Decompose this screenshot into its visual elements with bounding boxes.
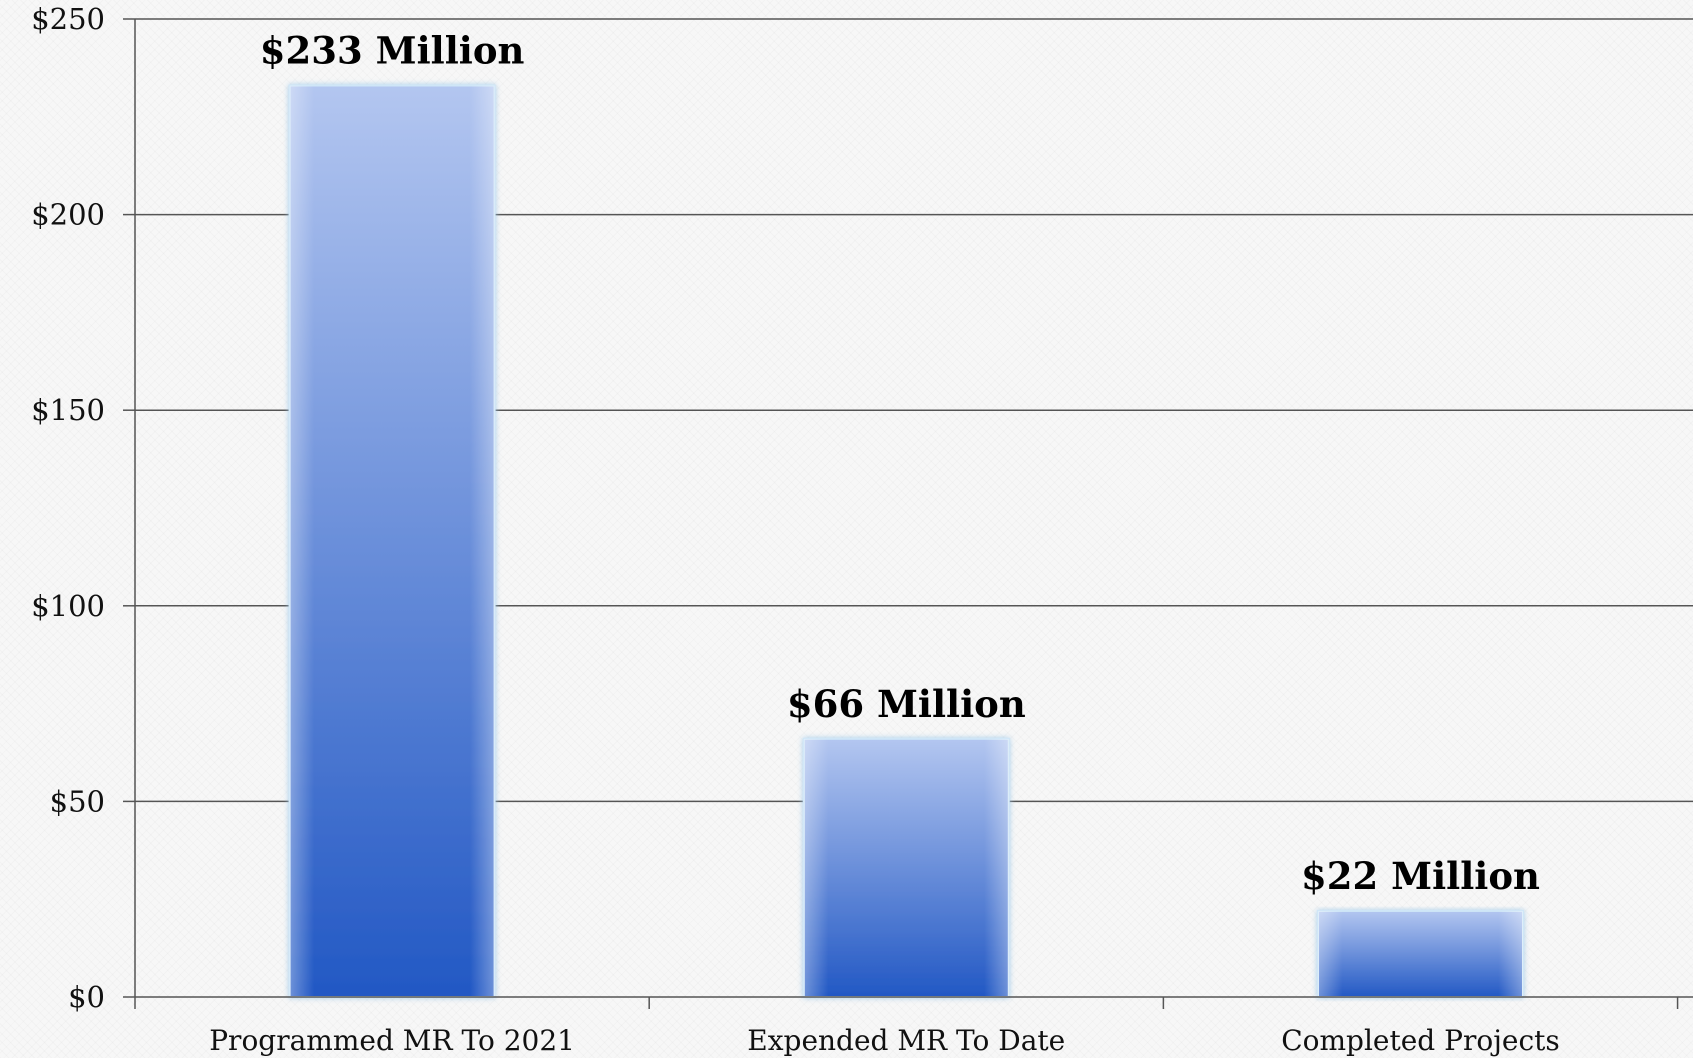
bar-highlight: [1317, 910, 1523, 997]
bars: [288, 84, 1524, 998]
x-tick-label: Completed Projects: [1281, 1024, 1560, 1057]
x-tick-label: Programmed MR To 2021: [209, 1024, 575, 1057]
bar-value-label: $233 Million: [260, 29, 525, 73]
y-axis-ticks: $0 $50 $100 $150 $200 $250: [31, 2, 135, 1014]
bar-value-label: $22 Million: [1301, 854, 1540, 898]
bar-highlight: [803, 738, 1009, 997]
y-tick-label: $50: [50, 784, 105, 818]
bar-value-label: $66 Million: [787, 682, 1026, 726]
x-axis-ticks: Programmed MR To 2021 Expended MR To Date…: [134, 997, 1679, 1057]
bar-highlight: [289, 85, 495, 997]
data-labels: $233 Million $66 Million $22 Million: [260, 29, 1540, 898]
y-tick-label: $200: [31, 198, 105, 232]
y-tick-label: $150: [31, 393, 105, 427]
x-tick-label: Expended MR To Date: [747, 1024, 1065, 1057]
axes: [134, 19, 1693, 998]
y-tick-label: $100: [31, 589, 105, 623]
y-tick-label: $0: [68, 980, 105, 1014]
y-tick-label: $250: [31, 2, 105, 36]
